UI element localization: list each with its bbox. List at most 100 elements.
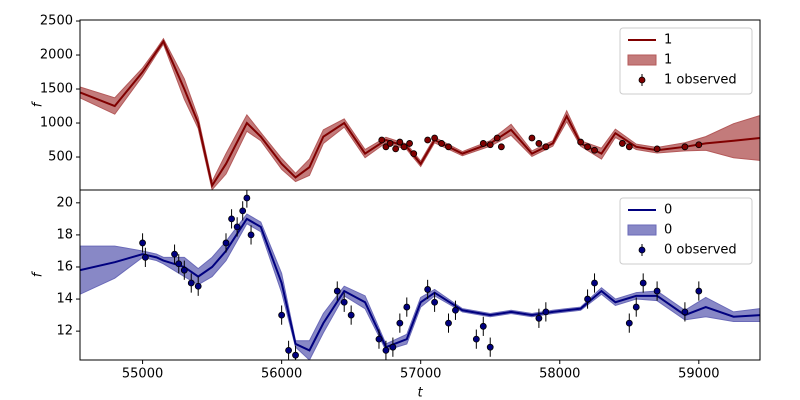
observed-point (278, 311, 286, 319)
observed-point (382, 346, 390, 354)
legend-label: 1 observed (664, 73, 737, 88)
observed-point (486, 343, 494, 351)
observed-point (228, 215, 235, 223)
observed-point (535, 314, 543, 322)
legend-label: 0 (664, 203, 672, 218)
observed-point (389, 343, 397, 351)
observed-point (479, 140, 487, 147)
legend-label: 0 observed (664, 243, 737, 258)
y-tick-label: 20 (56, 195, 73, 210)
observed-point (535, 140, 543, 147)
observed-point (445, 143, 452, 151)
observed-point (340, 298, 348, 306)
observed-point (194, 282, 202, 290)
x-tick-label: 55000 (122, 367, 163, 382)
observed-point (285, 346, 292, 354)
legend-patch (627, 54, 657, 66)
series-line (80, 39, 760, 189)
confidence-band (80, 37, 760, 190)
observed-point (618, 140, 626, 147)
legend-box (619, 197, 753, 265)
observed-point (187, 279, 195, 287)
legend-marker (638, 246, 646, 254)
y-tick-label: 18 (56, 227, 73, 242)
observed-point (528, 134, 536, 142)
legend-marker (638, 76, 646, 84)
observed-point (486, 141, 494, 149)
y-axis-label: f (31, 270, 46, 277)
observed-point (584, 295, 591, 303)
observed-point (396, 319, 404, 327)
observed-point (222, 239, 230, 247)
observed-point (175, 260, 183, 268)
observed-point (472, 335, 480, 343)
axes-frame (79, 189, 761, 361)
observed-point (632, 303, 640, 311)
legend-label: 1 (664, 53, 672, 68)
observed-point (584, 143, 591, 151)
observed-point (424, 136, 432, 144)
y-tick-label: 12 (56, 324, 73, 339)
plot-area (80, 37, 760, 190)
observed-point (577, 138, 585, 146)
legend-label: 1 (664, 33, 672, 48)
legend-label: 0 (664, 223, 672, 238)
legend-patch (627, 224, 657, 236)
y-tick-label: 16 (56, 259, 73, 274)
observed-point (239, 207, 247, 215)
observed-point (347, 311, 355, 319)
observed-point (431, 134, 439, 142)
observed-point (378, 136, 386, 144)
observed-point (681, 143, 689, 151)
observed-point (333, 287, 341, 295)
series-line (80, 217, 760, 352)
observed-point (431, 298, 439, 306)
observed-point (591, 146, 598, 154)
observed-point (424, 286, 432, 293)
observed-point (180, 266, 188, 274)
x-axis-label: t (417, 386, 423, 400)
observed-point (247, 231, 255, 239)
x-tick-label: 57000 (400, 367, 441, 382)
observed-point (410, 150, 418, 158)
observed-point (653, 145, 661, 153)
x-tick-label: 58000 (539, 367, 580, 382)
observed-point (171, 250, 178, 258)
observed-point (403, 303, 411, 311)
y-axis-label: f (31, 100, 46, 107)
observed-point (406, 140, 413, 147)
observed-point (479, 322, 487, 330)
observed-point (625, 319, 633, 327)
y-tick-label: 1500 (40, 82, 73, 97)
legend-box (619, 27, 753, 95)
y-tick-label: 2500 (40, 14, 73, 29)
y-tick-label: 500 (48, 150, 73, 165)
observed-point (396, 138, 404, 146)
y-tick-label: 14 (56, 292, 73, 307)
observed-point (625, 143, 633, 151)
observed-point (233, 223, 241, 231)
observed-point (542, 143, 550, 151)
observed-point (591, 279, 598, 287)
observed-point (438, 140, 445, 147)
observed-point (452, 306, 459, 314)
legend: 0 0 0 observed (619, 197, 753, 265)
observed-point (639, 279, 647, 287)
y-tick-label: 1000 (40, 116, 73, 131)
observed-point (497, 143, 505, 151)
observed-point (375, 335, 383, 343)
y-tick-label: 2000 (40, 48, 73, 63)
observed-point (400, 143, 408, 151)
observed-point (243, 194, 251, 202)
legend: 1 1 1 observed (619, 27, 753, 95)
observed-point (681, 308, 689, 316)
observed-point (542, 308, 550, 316)
observed-point (695, 287, 703, 295)
observed-point (141, 253, 149, 261)
observed-point (139, 239, 146, 247)
observed-point (653, 287, 661, 295)
observed-point (386, 140, 394, 147)
observed-point (445, 319, 452, 327)
observed-point (695, 141, 703, 149)
